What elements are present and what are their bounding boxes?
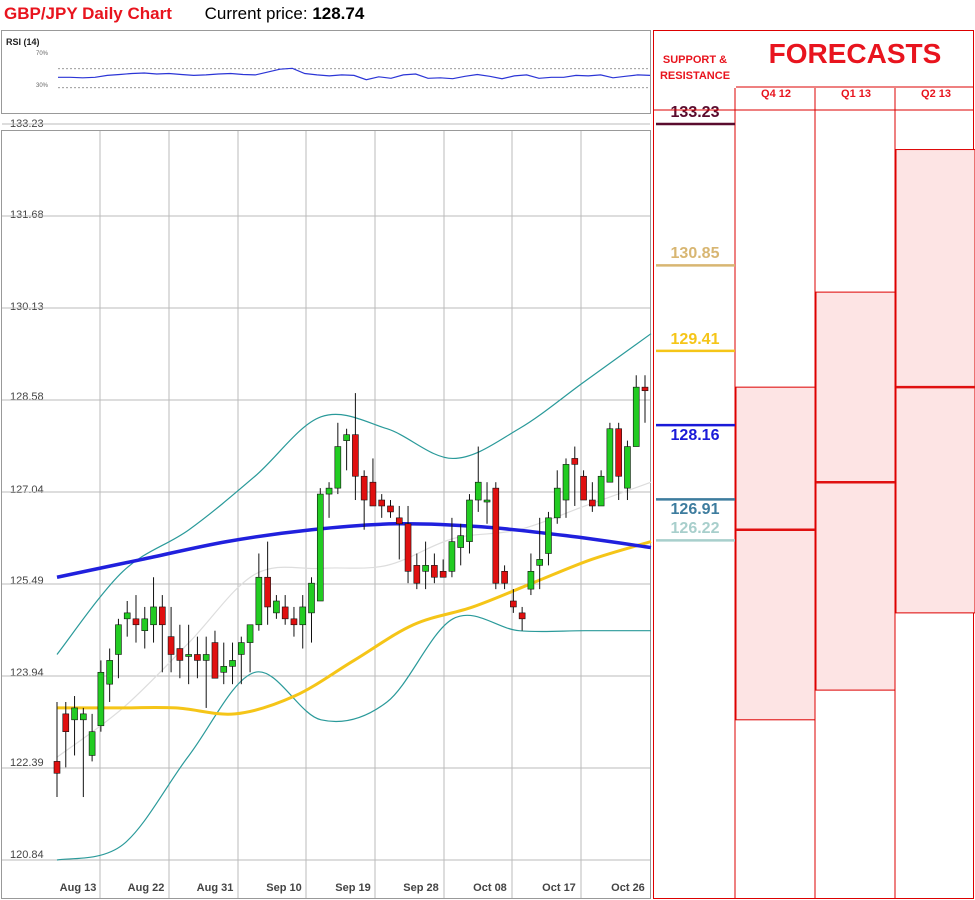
x-tick-label: Sep 28 [403, 882, 439, 894]
current-price-label: Current price: [204, 4, 308, 23]
forecast-high-label: 132.8 [914, 152, 956, 170]
rsi-tick-70: 70% [36, 51, 49, 57]
y-tick-label: 130.13 [10, 301, 44, 313]
forecast-col-header-q2: Q2 13 [921, 88, 951, 100]
sr-level-label: 128.16 [670, 427, 720, 445]
forecast-mid-label: 126.4 [754, 509, 796, 527]
x-tick-label: Aug 31 [196, 882, 234, 894]
x-tick-label: Sep 10 [266, 882, 302, 894]
rsi-tick-30: 30% [36, 83, 49, 89]
y-tick-label: 123.94 [10, 667, 44, 679]
x-tick-label: Aug 22 [127, 882, 165, 894]
y-tick-label: 131.68 [10, 209, 44, 221]
sr-level-label: 126.22 [670, 520, 720, 538]
forecast-mid-label: 128.8 [914, 367, 956, 385]
y-tick-label: 120.84 [10, 849, 44, 861]
sr-level-label: 129.41 [670, 330, 720, 348]
y-tick-label: 133.23 [10, 118, 44, 130]
forecast-low-label: 125 [921, 590, 949, 608]
sr-header-line-2: RESISTANCE [659, 70, 731, 82]
x-tick-label: Aug 13 [59, 882, 97, 894]
x-tick-label: Oct 26 [611, 882, 645, 894]
chart-header: GBP/JPY Daily Chart Current price: 128.7… [4, 4, 364, 24]
rsi-panel [1, 30, 651, 114]
current-price-value: 128.74 [312, 4, 365, 23]
x-tick-label: Sep 19 [335, 882, 371, 894]
price-chart-panel [1, 130, 651, 899]
forecast-high-label: 130.4 [834, 295, 876, 313]
forecast-low-label: 123.7 [834, 668, 876, 686]
forecast-high-label: 128.8 [754, 390, 796, 408]
y-tick-label: 127.04 [10, 484, 44, 496]
sr-level-label: 133.23 [670, 104, 720, 121]
forecasts-header: FORECASTS [768, 38, 942, 69]
y-tick-label: 128.58 [10, 391, 44, 403]
x-tick-label: Oct 08 [473, 882, 507, 894]
forecast-low-label: 123.2 [754, 697, 796, 715]
y-tick-label: 125.49 [10, 575, 44, 587]
forecast-col-header-q1: Q1 13 [841, 88, 871, 100]
sr-header-line-1: SUPPORT & [662, 54, 728, 66]
sr-level-label: 130.85 [670, 245, 720, 263]
sr-level-label: 126.91 [670, 501, 720, 519]
rsi-label: RSI (14) [6, 37, 40, 47]
chart-title: GBP/JPY Daily Chart [4, 4, 172, 23]
forecast-mid-label: 127.2 [834, 462, 876, 480]
forecast-col-header-q4: Q4 12 [761, 88, 791, 100]
support-resistance-header: SUPPORT & RESISTANCE [655, 52, 735, 84]
y-tick-label: 122.39 [10, 757, 44, 769]
x-tick-label: Oct 17 [542, 882, 576, 894]
